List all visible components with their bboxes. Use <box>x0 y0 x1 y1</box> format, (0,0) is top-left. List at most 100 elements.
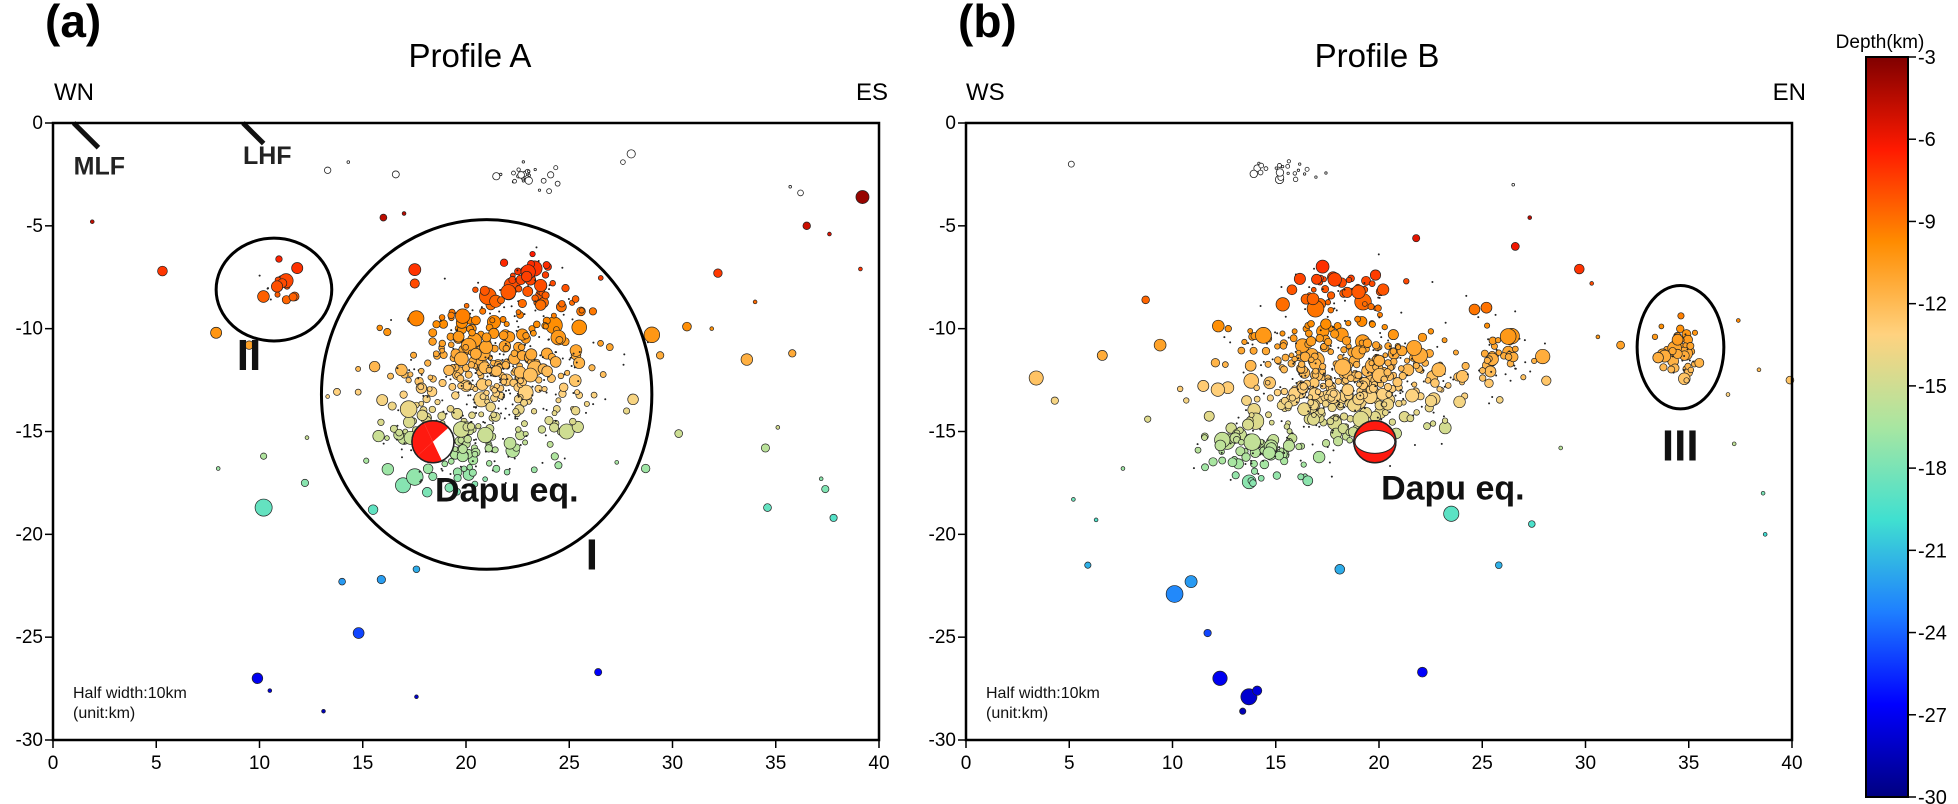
panel-a-event <box>399 400 418 418</box>
panel-a-event <box>471 315 481 326</box>
panel-a-event <box>583 400 590 407</box>
panel-b-event <box>1687 366 1695 374</box>
panel-b-event <box>1301 393 1304 396</box>
panel-b-event <box>1468 303 1481 316</box>
y-tick-label: -20 <box>929 524 956 545</box>
panel-a-event <box>432 350 440 358</box>
panel-a-event <box>534 279 537 282</box>
panel-b-event <box>1490 370 1493 373</box>
panel-a-event <box>467 394 470 397</box>
colorbar-bar <box>1865 56 1909 798</box>
panel-a-event <box>410 449 413 452</box>
panel-a-event <box>568 358 571 361</box>
panel-a-event <box>571 319 587 336</box>
panel-a-event <box>428 405 436 414</box>
panel-a-event <box>538 389 541 392</box>
x-tick-label: 20 <box>1368 753 1389 774</box>
panel-a-event <box>577 380 580 383</box>
panel-b-event <box>1346 437 1353 444</box>
panel-b-event <box>1304 308 1307 311</box>
panel-b-event <box>1262 360 1265 363</box>
panel-a-event <box>456 374 465 383</box>
panel-a-event <box>563 373 566 376</box>
panel-a-event <box>502 393 505 396</box>
panel-a-event <box>479 285 490 296</box>
panel-b-event <box>1285 163 1291 169</box>
panel-b-event <box>1381 323 1388 331</box>
x-tick-label: 10 <box>249 753 270 774</box>
panel-b-event <box>1220 451 1223 454</box>
panel-b-event <box>1391 354 1394 357</box>
panel-a-event <box>448 383 457 391</box>
panel-b-event <box>1208 457 1218 467</box>
panel-b-event <box>1518 337 1521 340</box>
panel-b-event <box>1514 310 1517 313</box>
panel-a-event <box>473 401 476 404</box>
panel-b-event <box>1273 388 1282 397</box>
panel-a-event <box>487 364 490 367</box>
panel-b-event <box>1327 306 1335 314</box>
panel-a-event <box>475 423 482 430</box>
panel-b-event <box>1479 374 1487 382</box>
panel-b-event <box>1280 420 1283 423</box>
panel-a-event <box>396 367 399 370</box>
panel-b-event <box>1291 355 1298 363</box>
panel-a-event <box>492 464 501 473</box>
panel-a-event <box>434 399 441 406</box>
panel-a-event <box>479 307 487 315</box>
panel-a-event <box>521 160 525 164</box>
panel-a-event <box>561 266 564 269</box>
panel-b-event <box>1259 364 1262 367</box>
panel-a-event <box>491 446 499 454</box>
panel-b-event <box>1262 446 1276 460</box>
panel-a-event <box>439 347 445 354</box>
panel-a-event <box>541 461 544 464</box>
panel-b-event <box>1324 379 1334 388</box>
cluster-III-label: III <box>1662 421 1699 470</box>
panel-b-event <box>1337 423 1349 434</box>
panel-a-event <box>333 388 341 396</box>
panel-b-overlay: III Dapu eq. <box>1353 283 1726 507</box>
panel-b-event <box>1412 414 1415 417</box>
panel-b-event <box>1292 171 1298 176</box>
panel-b-event <box>1266 394 1274 402</box>
panel-b-event <box>1543 342 1546 345</box>
panel-a-event <box>258 274 261 277</box>
panel-a-event <box>507 358 510 361</box>
panel-a-event <box>534 384 543 393</box>
panel-a-event <box>535 299 547 311</box>
panel-a-event <box>254 498 273 517</box>
panel-b-event <box>1153 338 1167 352</box>
panel-a-axes: 0 5 10 15 20 25 30 35 40 0 -5 -10 -15 -20 -25 -30 <box>16 113 890 774</box>
panel-a-event <box>494 342 497 345</box>
panel-b-event <box>1424 377 1432 384</box>
panel-a-event <box>578 351 581 354</box>
panel-b-event <box>1277 163 1282 168</box>
panel-a-event <box>324 166 332 174</box>
panel-a-event <box>549 356 562 368</box>
panel-a-event <box>462 339 465 342</box>
panel-a-event <box>570 365 573 368</box>
panel-b-event <box>1465 294 1468 297</box>
panel-b-event <box>1271 358 1274 361</box>
panel-a-event <box>522 439 528 446</box>
panel-a-event <box>421 487 433 498</box>
panel-a-event <box>515 426 522 433</box>
panel-b-event <box>1677 312 1685 320</box>
panel-a-event <box>569 344 583 357</box>
y-tick-label: 0 <box>945 113 956 134</box>
panel-b-event <box>1260 374 1263 377</box>
panel-b-event <box>1239 707 1247 715</box>
cluster-III-ellipse <box>1635 283 1726 411</box>
panel-a-event <box>460 465 468 472</box>
panel-a-event <box>406 468 424 486</box>
panel-b-event <box>1308 286 1311 289</box>
panel-b-event <box>1273 356 1282 364</box>
panel-b-event <box>1272 471 1282 480</box>
x-tick-label: 20 <box>455 753 476 774</box>
panel-a-event <box>355 366 362 372</box>
panel-b-event <box>1574 263 1585 275</box>
panel-b-event <box>1387 329 1399 341</box>
panel-b-event <box>1307 410 1310 413</box>
y-tick-label: -15 <box>929 422 956 443</box>
